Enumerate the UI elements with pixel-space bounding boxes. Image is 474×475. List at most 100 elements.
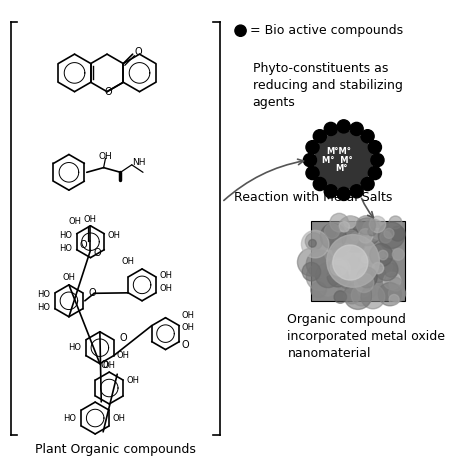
Circle shape (361, 130, 374, 143)
Circle shape (334, 230, 354, 250)
Text: OH: OH (112, 414, 125, 423)
Circle shape (371, 153, 384, 167)
Circle shape (337, 216, 365, 243)
Circle shape (384, 263, 398, 277)
Text: HO: HO (68, 343, 81, 352)
Circle shape (369, 216, 386, 233)
Circle shape (306, 264, 333, 290)
Text: Organic compound
incorporated metal oxide
nanomaterial: Organic compound incorporated metal oxid… (287, 313, 446, 360)
Circle shape (389, 294, 399, 304)
Circle shape (358, 283, 368, 294)
Circle shape (337, 234, 363, 259)
Circle shape (344, 281, 372, 309)
Circle shape (355, 273, 374, 293)
Circle shape (365, 253, 392, 281)
Text: OH: OH (108, 231, 120, 240)
Text: OH: OH (103, 361, 116, 370)
Text: O: O (100, 360, 108, 370)
Circle shape (309, 239, 316, 247)
Circle shape (328, 258, 350, 280)
Text: HO: HO (64, 414, 76, 423)
Circle shape (383, 272, 401, 290)
Circle shape (361, 178, 374, 190)
Circle shape (378, 250, 388, 260)
Text: M°M°: M°M° (327, 147, 352, 156)
Circle shape (390, 226, 405, 241)
Text: Phyto-constituents as
reducing and stabilizing
agents: Phyto-constituents as reducing and stabi… (253, 62, 402, 109)
Text: O: O (104, 86, 112, 97)
Circle shape (351, 233, 359, 240)
Text: = Bio active compounds: = Bio active compounds (250, 24, 403, 37)
Text: O: O (79, 239, 87, 249)
Text: HO: HO (59, 231, 72, 240)
Circle shape (378, 283, 401, 306)
Text: O: O (119, 333, 127, 343)
Circle shape (327, 266, 348, 287)
Bar (311, 221, 405, 301)
Circle shape (358, 228, 373, 243)
Text: HO: HO (59, 244, 72, 253)
Circle shape (303, 153, 317, 167)
Text: OH: OH (117, 351, 130, 360)
Circle shape (350, 185, 363, 198)
Circle shape (366, 239, 374, 247)
Circle shape (330, 259, 347, 276)
Circle shape (302, 262, 321, 281)
Text: M°  M°: M° M° (322, 156, 353, 165)
Text: OH: OH (126, 376, 139, 385)
Circle shape (305, 233, 322, 250)
Circle shape (353, 218, 381, 246)
Text: O: O (93, 248, 101, 258)
Circle shape (392, 248, 404, 260)
Circle shape (310, 282, 327, 298)
Circle shape (235, 25, 246, 36)
Text: OH: OH (99, 152, 112, 161)
Circle shape (356, 267, 377, 288)
Circle shape (306, 250, 334, 278)
Circle shape (341, 279, 351, 289)
Circle shape (371, 267, 386, 283)
Circle shape (364, 244, 384, 264)
Text: OH: OH (159, 271, 172, 280)
Text: HO: HO (37, 303, 50, 312)
Circle shape (362, 219, 384, 241)
Text: OH: OH (159, 284, 172, 293)
Circle shape (389, 285, 406, 302)
Circle shape (361, 256, 369, 263)
Text: O: O (135, 48, 142, 57)
Text: OH: OH (121, 257, 135, 266)
Circle shape (358, 285, 369, 297)
Circle shape (356, 216, 375, 235)
Circle shape (368, 228, 376, 236)
Circle shape (334, 246, 343, 255)
Text: O: O (89, 288, 96, 298)
Circle shape (324, 250, 334, 260)
Circle shape (343, 276, 359, 293)
Circle shape (333, 245, 368, 280)
Text: Reaction with Metal Salts: Reaction with Metal Salts (234, 191, 392, 204)
Circle shape (344, 216, 356, 228)
Text: OH: OH (182, 311, 194, 320)
Circle shape (324, 123, 337, 135)
Circle shape (378, 222, 405, 248)
Circle shape (372, 228, 383, 239)
Circle shape (319, 277, 337, 296)
Text: M°: M° (336, 164, 348, 173)
Circle shape (315, 131, 373, 189)
Circle shape (319, 228, 334, 242)
Text: HO: HO (37, 290, 50, 299)
Circle shape (332, 244, 346, 257)
Circle shape (306, 141, 319, 154)
Circle shape (380, 231, 392, 243)
Circle shape (389, 216, 402, 229)
Circle shape (334, 291, 346, 303)
Circle shape (342, 230, 362, 249)
Circle shape (360, 250, 375, 265)
Circle shape (343, 253, 359, 270)
Circle shape (331, 236, 350, 255)
Circle shape (306, 166, 319, 180)
Circle shape (325, 224, 339, 238)
Circle shape (313, 178, 327, 190)
Circle shape (384, 228, 394, 238)
Circle shape (315, 263, 340, 288)
